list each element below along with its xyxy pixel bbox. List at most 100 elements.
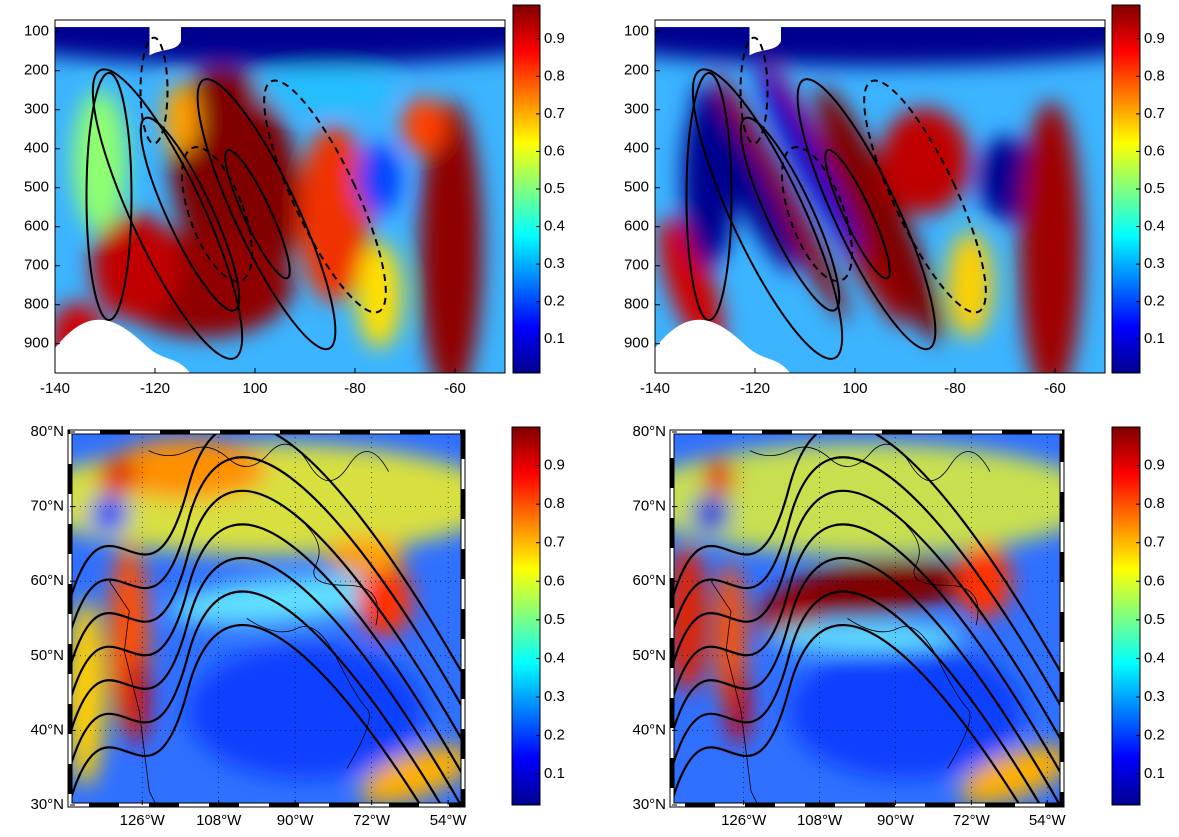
y-tick-label: 40°N bbox=[632, 721, 666, 738]
contour-line bbox=[824, 148, 891, 280]
colorbar-tick-label: 0.2 bbox=[544, 293, 565, 310]
colorbar-tick-label: 0.7 bbox=[544, 105, 565, 122]
field-blob bbox=[359, 746, 463, 805]
field-blob bbox=[419, 101, 483, 373]
x-tick-label: -120 bbox=[740, 380, 770, 397]
topography bbox=[55, 319, 190, 373]
y-tick-label: 100 bbox=[24, 23, 49, 40]
x-tick-label: -80 bbox=[944, 380, 966, 397]
field-blob bbox=[1019, 101, 1083, 373]
y-tick-label: 200 bbox=[24, 62, 49, 79]
field-blob bbox=[947, 231, 993, 338]
y-tick-label: 600 bbox=[624, 218, 649, 235]
field-blob bbox=[356, 143, 402, 215]
colorbar-tick-label: 0.2 bbox=[544, 727, 565, 744]
colorbar-tick-label: 0.8 bbox=[1144, 495, 1165, 512]
field bbox=[70, 432, 463, 805]
x-tick-label: -80 bbox=[344, 380, 366, 397]
colorbar-tick-label: 0.4 bbox=[544, 218, 565, 235]
contour-line bbox=[139, 116, 241, 312]
field-blob bbox=[713, 71, 849, 322]
contour-line bbox=[672, 590, 1042, 805]
topography bbox=[655, 319, 790, 373]
panel: 126°W 108°W 90°W 72°W 54°W 30°N 40°N 50°N 60°N 70… bbox=[30, 423, 565, 829]
y-tick-label: 700 bbox=[24, 257, 49, 274]
contour-line bbox=[691, 68, 844, 360]
contour-line bbox=[224, 148, 291, 280]
y-tick-label: 400 bbox=[24, 140, 49, 157]
x-tick-label: 72°W bbox=[953, 812, 991, 829]
x-tick-label: -60 bbox=[444, 380, 466, 397]
x-tick-label: -120 bbox=[140, 380, 170, 397]
axes-frame bbox=[54, 19, 506, 374]
y-tick-label: 400 bbox=[624, 140, 649, 157]
field-blob bbox=[55, 20, 505, 66]
field-blob bbox=[91, 214, 181, 321]
graticule bbox=[672, 432, 1062, 805]
colorbar bbox=[511, 426, 541, 806]
colorbar-tick-label: 0.6 bbox=[1144, 572, 1165, 589]
missing-data bbox=[55, 20, 505, 28]
contour-line bbox=[139, 36, 169, 145]
colorbar-tick-label: 0.6 bbox=[544, 572, 565, 589]
coastline bbox=[710, 443, 991, 805]
y-tick-label: 500 bbox=[24, 179, 49, 196]
colorbar-tick-label: 0.1 bbox=[544, 765, 565, 782]
field-blob bbox=[789, 644, 1023, 779]
y-tick-label: 50°N bbox=[30, 647, 64, 664]
colorbar-tick-label: 0.3 bbox=[1144, 688, 1165, 705]
map-frame-dash bbox=[68, 430, 465, 807]
y-tick-label: 60°N bbox=[30, 572, 64, 589]
x-tick-label: 108°W bbox=[797, 812, 843, 829]
y-tick-label: 40°N bbox=[30, 721, 64, 738]
y-tick-label: 600 bbox=[24, 218, 49, 235]
contour-line bbox=[672, 556, 1062, 805]
y-tick-label: 800 bbox=[24, 296, 49, 313]
colorbar-tick-label: 0.1 bbox=[1144, 765, 1165, 782]
contour-line bbox=[739, 116, 841, 312]
contour-line bbox=[672, 432, 1062, 675]
contour-line bbox=[70, 489, 463, 743]
y-tick-label: 60°N bbox=[632, 572, 666, 589]
contour-line bbox=[91, 68, 244, 360]
coastline bbox=[108, 443, 389, 805]
contour-line bbox=[70, 432, 463, 675]
y-tick-label: 70°N bbox=[632, 498, 666, 515]
colorbar-tick-label: 0.6 bbox=[544, 142, 565, 159]
map-frame-dash bbox=[670, 430, 1064, 807]
contour-line bbox=[70, 456, 463, 709]
colorbar-tick-label: 0.1 bbox=[1144, 330, 1165, 347]
y-tick-label: 30°N bbox=[30, 796, 64, 813]
colorbar-tick-label: 0.5 bbox=[544, 611, 565, 628]
y-tick-label: 80°N bbox=[30, 423, 64, 440]
colorbar-tick-label: 0.2 bbox=[1144, 727, 1165, 744]
x-tick-label: -60 bbox=[1044, 380, 1066, 397]
contour-line bbox=[739, 36, 769, 145]
contour-line bbox=[196, 78, 337, 351]
field-blob bbox=[168, 575, 404, 625]
contour-line bbox=[70, 556, 463, 805]
field-blob bbox=[672, 543, 708, 694]
contour-line bbox=[796, 78, 937, 351]
contour-line bbox=[263, 79, 387, 314]
colorbar bbox=[1111, 4, 1141, 374]
y-tick-label: 700 bbox=[624, 257, 649, 274]
contour-line bbox=[70, 590, 443, 805]
field-blob bbox=[979, 136, 1033, 222]
x-tick-label: 108°W bbox=[196, 812, 242, 829]
missing-data bbox=[149, 20, 181, 56]
field-blob bbox=[356, 562, 412, 638]
field bbox=[672, 432, 1062, 805]
colorbar-tick-label: 0.4 bbox=[1144, 218, 1165, 235]
colorbar-tick-label: 0.8 bbox=[544, 67, 565, 84]
colorbar-tick-label: 0.2 bbox=[1144, 293, 1165, 310]
colorbar-tick-label: 0.5 bbox=[1144, 180, 1165, 197]
field-blob bbox=[257, 72, 393, 109]
x-tick-label: 100 bbox=[842, 380, 867, 397]
field-blob bbox=[682, 90, 736, 268]
x-tick-label: 100 bbox=[242, 380, 267, 397]
field-blob bbox=[73, 90, 127, 232]
y-tick-label: 80°N bbox=[632, 423, 666, 440]
colorbar-tick-label: 0.8 bbox=[544, 495, 565, 512]
colorbar-tick-label: 0.7 bbox=[544, 534, 565, 551]
